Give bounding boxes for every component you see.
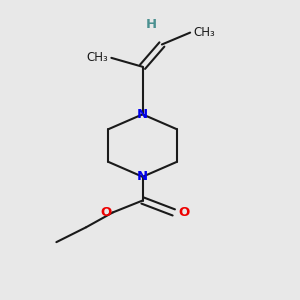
Text: CH₃: CH₃ [87,51,108,64]
Text: H: H [146,18,157,31]
Text: O: O [100,206,111,219]
Text: N: N [137,108,148,121]
Text: O: O [178,206,190,219]
Text: N: N [137,170,148,183]
Text: CH₃: CH₃ [193,26,215,39]
